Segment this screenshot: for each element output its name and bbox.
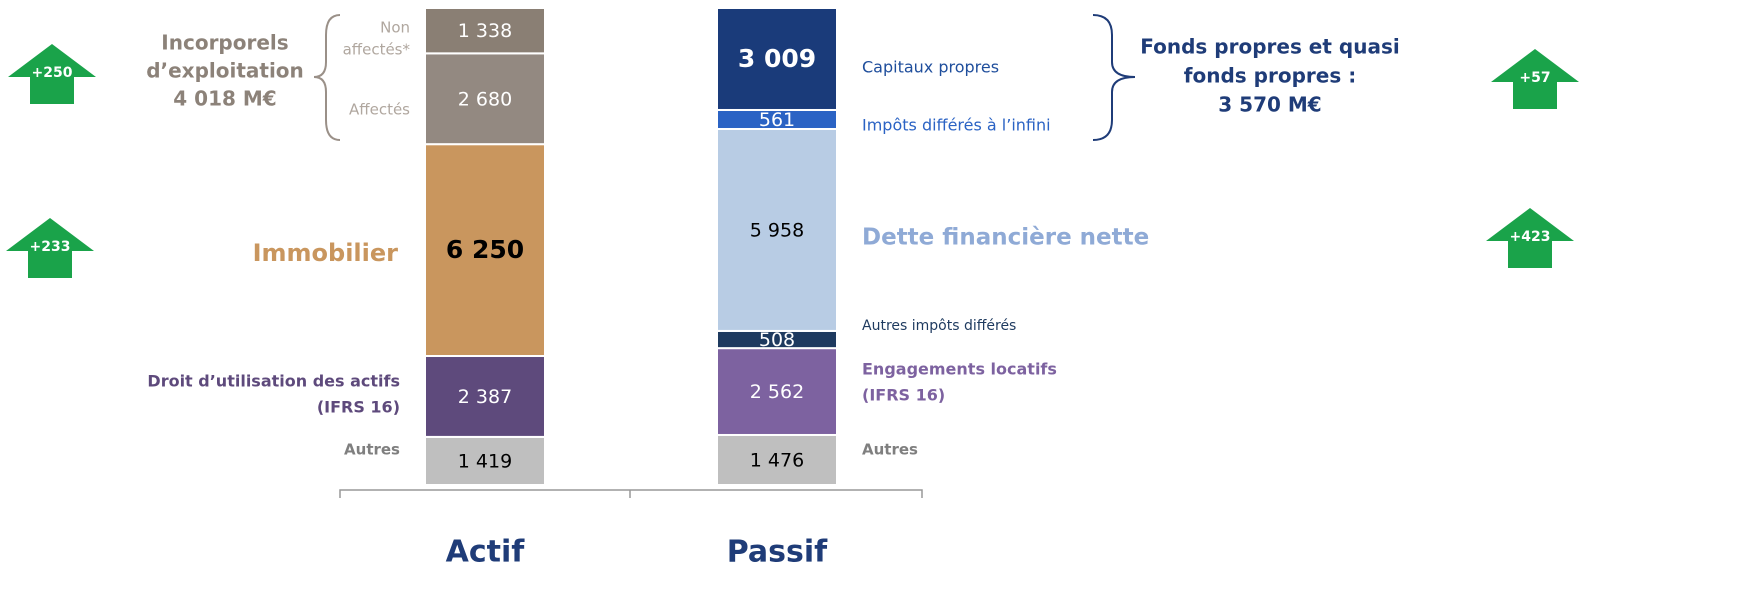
segment-label: Droit d’utilisation des actifs — [147, 372, 400, 391]
value-label: 3 009 — [738, 44, 816, 73]
segment-label: (IFRS 16) — [862, 386, 945, 405]
value-label: 2 680 — [458, 88, 512, 110]
category-axis — [339, 489, 923, 498]
value-label: 5 958 — [750, 219, 804, 241]
bar-segment — [424, 52, 546, 146]
segment-label: Dette financière nette — [862, 225, 1149, 251]
segment-label: Autres impôts différés — [862, 318, 1016, 334]
segment-label: Immobilier — [253, 239, 399, 267]
annotation: +250 — [32, 65, 73, 81]
increase-arrow — [1491, 49, 1579, 109]
value-label: 1 338 — [458, 20, 512, 42]
segment-label: affectés* — [343, 41, 411, 59]
value-label: 2 387 — [458, 386, 512, 408]
increase-arrow — [1486, 208, 1574, 268]
value-label: 1 476 — [750, 449, 804, 471]
value-label: 508 — [759, 329, 795, 351]
segment-label: Impôts différés à l’infini — [862, 116, 1051, 135]
brace-label: Fonds propres et quasi — [1140, 35, 1399, 59]
segment-label: Capitaux propres — [862, 58, 999, 77]
increase-arrow — [8, 44, 96, 104]
segment-label: Affectés — [349, 101, 410, 119]
increase-arrow — [6, 218, 94, 278]
category-label: Passif — [727, 535, 828, 570]
bar-segment — [716, 347, 838, 436]
segment-label: Autres — [862, 441, 918, 459]
bar-segment — [424, 7, 546, 55]
left-brace — [313, 14, 341, 141]
value-label: 6 250 — [446, 235, 524, 264]
brace-label: fonds propres : — [1184, 64, 1356, 88]
bar-segment — [716, 127, 838, 332]
segment-label: (IFRS 16) — [317, 398, 400, 417]
brace-label: 3 570 M€ — [1218, 93, 1321, 117]
segment-label: Engagements locatifs — [862, 360, 1057, 379]
segment-label: Non — [380, 19, 410, 37]
value-label: 2 562 — [750, 381, 804, 403]
annotation: +233 — [30, 239, 71, 255]
category-label: Actif — [446, 535, 526, 570]
brace-label: d’exploitation — [146, 59, 304, 83]
right-brace — [1092, 14, 1136, 141]
bar-segment — [424, 435, 546, 487]
bar-segment — [716, 7, 838, 111]
brace-label: 4 018 M€ — [173, 87, 276, 111]
segment-label: Autres — [344, 441, 400, 459]
value-label: 1 419 — [458, 450, 512, 472]
bar-segment — [716, 433, 838, 486]
brace-label: Incorporels — [161, 31, 288, 55]
annotation: +423 — [1510, 229, 1551, 245]
annotation: +57 — [1519, 70, 1550, 86]
value-label: 561 — [759, 109, 795, 131]
bar-segment — [424, 355, 546, 438]
